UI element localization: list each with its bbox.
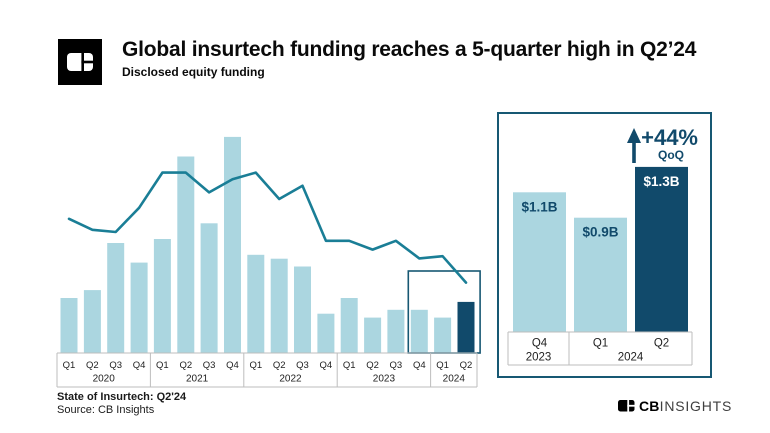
quarter-label: Q2 (460, 360, 473, 371)
quarter-label: Q4 (413, 360, 426, 371)
funding-bar (340, 298, 358, 353)
inset-bar (635, 166, 688, 332)
funding-bar (130, 262, 148, 353)
quarter-label: Q2 (179, 360, 192, 371)
quarter-label: Q3 (390, 360, 403, 371)
quarter-label: Q2 (273, 360, 286, 371)
quarter-label: Q1 (156, 360, 169, 371)
funding-bar (247, 254, 265, 354)
inset-quarter-label: Q4 (532, 338, 548, 350)
main-funding-chart: Q1 Q2 Q3 Q4 Q1 Q2 Q3 Q4 Q1 Q2 Q3 Q4 Q1 Q2 Q3 Q4 Q1 Q2 2020… (56, 136, 481, 388)
funding-bar (410, 309, 428, 353)
brand-bold: CB (639, 398, 660, 414)
report-name: State of Insurtech: Q2'24 (57, 391, 187, 403)
funding-bar (294, 266, 311, 353)
quarter-label: Q1 (436, 360, 449, 371)
quarter-label: Q4 (133, 360, 146, 371)
year-label: 2024 (443, 374, 466, 385)
quarter-label: Q2 (86, 360, 99, 371)
year-label: 2023 (373, 374, 396, 385)
quarter-label: Q4 (320, 360, 333, 371)
cb-insights-logo-icon (58, 39, 102, 85)
footnote: State of Insurtech: Q2'24 Source: CB Ins… (57, 391, 186, 417)
funding-bar (387, 309, 405, 353)
cb-insights-wordmark: CB INSIGHTS (618, 398, 732, 414)
funding-bar (224, 136, 241, 353)
inset-year-label: 2023 (526, 352, 552, 364)
quarter-label: Q3 (109, 360, 122, 371)
quarter-label: Q1 (249, 360, 262, 371)
funding-bar (317, 313, 335, 353)
brand-light: INSIGHTS (659, 398, 733, 414)
year-label: 2022 (279, 374, 302, 385)
inset-bar-value-label: $1.1B (521, 199, 557, 214)
quarter-label: Q3 (296, 360, 309, 371)
funding-bar (364, 317, 382, 353)
inset-highlight-panel: $1.1B $0.9B $1.3B +44% QoQ Q4 Q1 Q2 2023 2024 (497, 112, 712, 378)
inset-year-label: 2024 (618, 352, 644, 364)
inset-funding-chart: $1.1B $0.9B $1.3B +44%QoQ Q4 Q1 Q2 2023 2024 (507, 125, 698, 366)
quarter-label: Q2 (366, 360, 379, 371)
inset-bar-value-label: $1.3B (643, 174, 679, 189)
quarter-label: Q3 (203, 360, 216, 371)
funding-bar (83, 290, 101, 353)
funding-bar (107, 243, 125, 353)
inset-quarter-label: Q1 (593, 338, 608, 350)
quarter-label: Q1 (343, 360, 356, 371)
funding-bar (153, 239, 171, 353)
quarter-label: Q1 (63, 360, 76, 371)
funding-bar (177, 156, 195, 353)
cb-insights-glyph-icon (618, 400, 635, 412)
trend-line (67, 171, 468, 284)
chart-subtitle: Disclosed equity funding (122, 65, 265, 79)
funding-bar (457, 301, 475, 353)
inset-quarter-label: Q2 (654, 338, 669, 350)
quarter-label: Q4 (226, 360, 239, 371)
funding-bar (200, 223, 218, 353)
year-label: 2021 (186, 374, 209, 385)
funding-bar (434, 317, 452, 353)
source-line: Source: CB Insights (57, 404, 155, 416)
year-label: 2020 (93, 374, 116, 385)
page-title: Global insurtech funding reaches a 5-qua… (122, 38, 697, 61)
qoq-period-label: QoQ (658, 148, 684, 162)
inset-bar (574, 217, 627, 332)
up-arrow-shaft (632, 141, 636, 163)
inset-bar (513, 192, 566, 332)
up-arrow-icon (627, 128, 641, 143)
funding-bar (60, 298, 78, 353)
inset-bar-value-label: $0.9B (582, 225, 618, 240)
qoq-change-value: +44% (641, 125, 698, 150)
header: Global insurtech funding reaches a 5-qua… (122, 38, 696, 79)
funding-bar (270, 258, 288, 353)
